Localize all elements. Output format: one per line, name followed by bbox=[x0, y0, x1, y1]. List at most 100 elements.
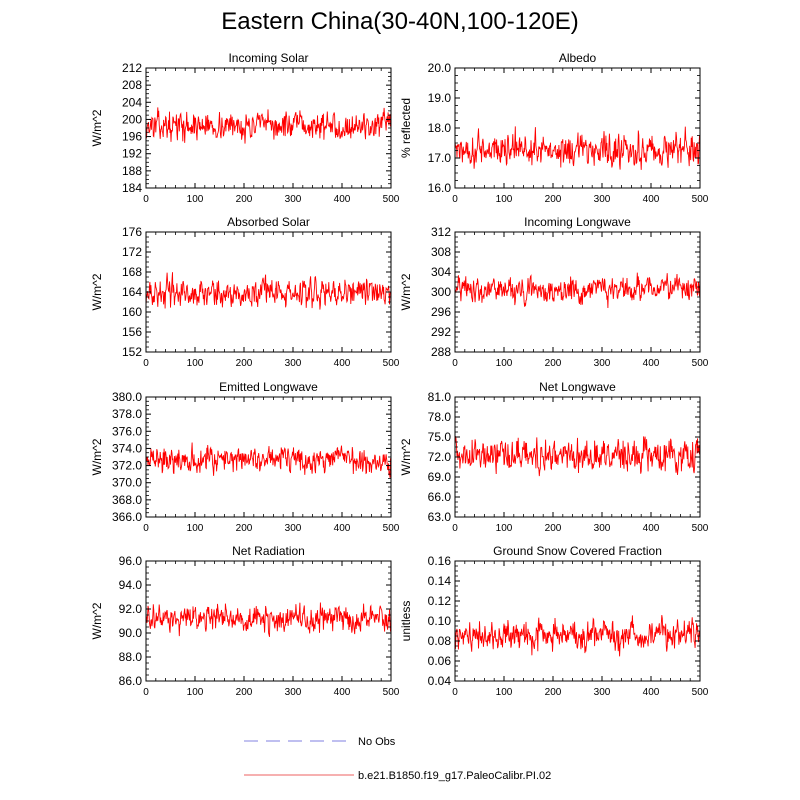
y-tick-label: 380.0 bbox=[112, 390, 142, 404]
y-tick-label: 0.14 bbox=[428, 574, 452, 588]
x-tick-label: 200 bbox=[545, 194, 562, 205]
panel-title: Absorbed Solar bbox=[227, 215, 310, 229]
x-tick-label: 0 bbox=[143, 523, 149, 534]
y-tick-label: 376.0 bbox=[112, 424, 142, 438]
x-tick-label: 0 bbox=[143, 358, 149, 369]
series-line bbox=[145, 272, 391, 310]
x-tick-label: 200 bbox=[545, 687, 562, 698]
x-tick-label: 500 bbox=[383, 194, 400, 205]
y-tick-label: 66.0 bbox=[428, 490, 452, 504]
y-tick-label: 200 bbox=[122, 112, 142, 126]
y-tick-label: 92.0 bbox=[119, 602, 143, 616]
x-tick-label: 100 bbox=[496, 687, 513, 698]
x-tick-label: 500 bbox=[383, 358, 400, 369]
x-tick-label: 100 bbox=[496, 358, 513, 369]
x-tick-label: 0 bbox=[143, 687, 149, 698]
x-tick-label: 0 bbox=[452, 194, 458, 205]
x-tick-label: 200 bbox=[545, 523, 562, 534]
x-tick-label: 100 bbox=[187, 687, 204, 698]
series-line bbox=[454, 272, 700, 309]
x-tick-label: 100 bbox=[496, 194, 513, 205]
x-tick-label: 300 bbox=[285, 194, 302, 205]
y-tick-label: 184 bbox=[122, 181, 142, 195]
x-tick-label: 100 bbox=[187, 358, 204, 369]
series-line bbox=[145, 442, 391, 478]
y-tick-label: 312 bbox=[431, 225, 451, 239]
y-tick-label: 192 bbox=[122, 147, 142, 161]
y-tick-label: 300 bbox=[431, 285, 451, 299]
legend: No Obs b.e21.B1850.f19_g17.PaleoCalibr.PI… bbox=[244, 736, 551, 782]
y-tick-label: 0.12 bbox=[428, 594, 452, 608]
y-tick-label: 20.0 bbox=[428, 61, 452, 75]
y-tick-label: 0.06 bbox=[428, 654, 452, 668]
x-tick-label: 500 bbox=[692, 523, 709, 534]
y-tick-label: 156 bbox=[122, 325, 142, 339]
chart-panel-6: 63.0 66.0 69.0 72.0 75.0 78.0 81.0 0 100 200 300 40… bbox=[399, 380, 709, 534]
y-tick-label: 18.0 bbox=[428, 121, 452, 135]
y-tick-label: 94.0 bbox=[119, 578, 143, 592]
x-tick-label: 0 bbox=[452, 523, 458, 534]
x-tick-label: 200 bbox=[236, 687, 253, 698]
x-tick-label: 400 bbox=[334, 523, 351, 534]
x-tick-label: 300 bbox=[285, 687, 302, 698]
x-tick-label: 300 bbox=[594, 523, 611, 534]
y-tick-label: 168 bbox=[122, 265, 142, 279]
y-tick-label: 208 bbox=[122, 78, 142, 92]
y-tick-label: 304 bbox=[431, 265, 451, 279]
series-line bbox=[145, 602, 391, 637]
plot-frame bbox=[454, 67, 701, 189]
y-tick-label: 90.0 bbox=[119, 626, 143, 640]
y-tick-label: 0.16 bbox=[428, 554, 452, 568]
y-tick-label: 69.0 bbox=[428, 470, 452, 484]
y-tick-label: 366.0 bbox=[112, 510, 142, 524]
x-tick-label: 500 bbox=[692, 687, 709, 698]
y-tick-label: 164 bbox=[122, 285, 142, 299]
x-tick-label: 400 bbox=[334, 194, 351, 205]
y-tick-label: 292 bbox=[431, 325, 451, 339]
y-tick-label: 0.10 bbox=[428, 614, 452, 628]
plot-frame bbox=[454, 560, 701, 682]
x-tick-label: 400 bbox=[334, 358, 351, 369]
chart-panel-1: 184 188 192 196 200 204 208 212 0 100 200 300 400 500… bbox=[90, 51, 400, 205]
x-tick-label: 100 bbox=[496, 523, 513, 534]
panel-title: Net Radiation bbox=[232, 544, 305, 558]
chart-panel-4: 288 292 296 300 304 308 312 0 100 200 300 400 500 Inc… bbox=[399, 215, 709, 369]
y-tick-label: 16.0 bbox=[428, 181, 452, 195]
x-tick-label: 300 bbox=[285, 358, 302, 369]
x-tick-label: 500 bbox=[383, 523, 400, 534]
y-tick-label: 204 bbox=[122, 95, 142, 109]
y-tick-label: 17.0 bbox=[428, 151, 452, 165]
y-tick-label: 75.0 bbox=[428, 430, 452, 444]
chart-panel-8: 0.04 0.06 0.08 0.10 0.12 0.14 0.16 0 100 200 300 40… bbox=[399, 544, 709, 698]
x-tick-label: 300 bbox=[594, 687, 611, 698]
panel-title: Net Longwave bbox=[539, 380, 616, 394]
y-tick-label: 288 bbox=[431, 345, 451, 359]
y-tick-label: 212 bbox=[122, 61, 142, 75]
y-axis-label: W/m^2 bbox=[90, 273, 104, 310]
x-tick-label: 400 bbox=[643, 687, 660, 698]
y-tick-label: 368.0 bbox=[112, 493, 142, 507]
y-tick-label: 78.0 bbox=[428, 410, 452, 424]
y-tick-label: 81.0 bbox=[428, 390, 452, 404]
y-tick-label: 196 bbox=[122, 130, 142, 144]
x-tick-label: 400 bbox=[334, 687, 351, 698]
y-tick-label: 296 bbox=[431, 305, 451, 319]
x-tick-label: 200 bbox=[236, 523, 253, 534]
y-tick-label: 374.0 bbox=[112, 441, 142, 455]
x-tick-label: 0 bbox=[452, 687, 458, 698]
x-tick-label: 300 bbox=[594, 358, 611, 369]
panel-title: Emitted Longwave bbox=[219, 380, 318, 394]
panel-title: Albedo bbox=[559, 51, 597, 65]
y-tick-label: 378.0 bbox=[112, 407, 142, 421]
y-axis-label: W/m^2 bbox=[399, 273, 413, 310]
y-tick-label: 188 bbox=[122, 164, 142, 178]
y-tick-label: 176 bbox=[122, 225, 142, 239]
legend-model-label: b.e21.B1850.f19_g17.PaleoCalibr.PI.02 bbox=[358, 770, 551, 782]
y-axis-label: W/m^2 bbox=[90, 438, 104, 475]
chart-panel-3: 152 156 160 164 168 172 176 0 100 200 300 400 500 Abs… bbox=[90, 215, 400, 369]
x-tick-label: 100 bbox=[187, 194, 204, 205]
x-tick-label: 300 bbox=[285, 523, 302, 534]
y-axis-label: W/m^2 bbox=[90, 602, 104, 639]
y-tick-label: 172 bbox=[122, 245, 142, 259]
panel-title: Incoming Longwave bbox=[524, 215, 631, 229]
